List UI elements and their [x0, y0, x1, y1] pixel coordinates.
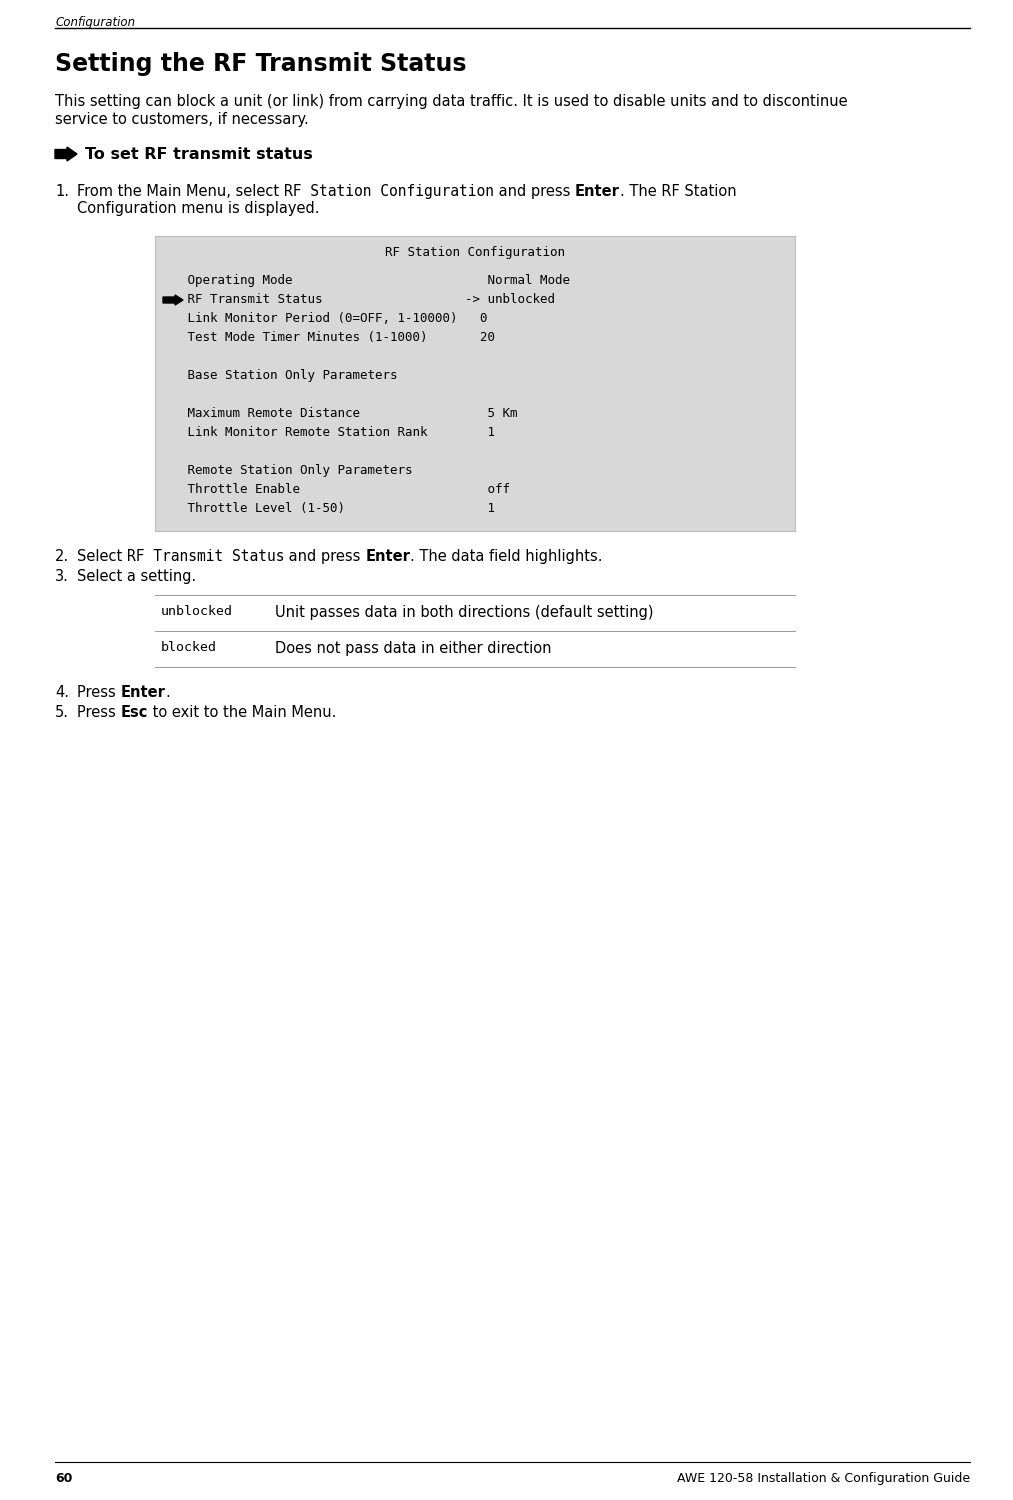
Text: and press: and press	[285, 549, 366, 564]
Text: AWE 120-58 Installation & Configuration Guide: AWE 120-58 Installation & Configuration …	[677, 1472, 970, 1485]
Text: Configuration: Configuration	[55, 16, 135, 28]
Text: 2.: 2.	[55, 549, 69, 564]
Text: Throttle Level (1-50)                   1: Throttle Level (1-50) 1	[165, 503, 495, 515]
FancyArrow shape	[55, 147, 77, 160]
Text: Link Monitor Remote Station Rank        1: Link Monitor Remote Station Rank 1	[165, 426, 495, 439]
Text: Enter: Enter	[574, 184, 620, 200]
Text: 4.: 4.	[55, 686, 69, 700]
Text: 60: 60	[55, 1472, 72, 1485]
Text: 3.: 3.	[55, 568, 69, 584]
Text: Enter: Enter	[366, 549, 410, 564]
Text: Esc: Esc	[121, 705, 148, 720]
Text: Operating Mode                          Normal Mode: Operating Mode Normal Mode	[165, 274, 570, 286]
Text: RF Transmit Status: RF Transmit Status	[127, 549, 285, 564]
Text: .: .	[165, 686, 170, 700]
Text: 1.: 1.	[55, 184, 69, 200]
Text: Remote Station Only Parameters: Remote Station Only Parameters	[165, 464, 412, 477]
Text: Setting the RF Transmit Status: Setting the RF Transmit Status	[55, 53, 467, 76]
Text: RF Station Configuration: RF Station Configuration	[284, 184, 493, 200]
Text: Link Monitor Period (0=OFF, 1-10000)   0: Link Monitor Period (0=OFF, 1-10000) 0	[165, 312, 487, 326]
Text: RF Station Configuration: RF Station Configuration	[385, 246, 565, 259]
Text: Does not pass data in either direction: Does not pass data in either direction	[275, 640, 551, 656]
Text: Select a setting.: Select a setting.	[77, 568, 197, 584]
Text: . The data field highlights.: . The data field highlights.	[410, 549, 603, 564]
Text: Configuration menu is displayed.: Configuration menu is displayed.	[77, 201, 319, 216]
Text: Select: Select	[77, 549, 127, 564]
Bar	[155, 236, 795, 531]
Text: To set RF transmit status: To set RF transmit status	[85, 147, 313, 162]
Text: Press: Press	[77, 686, 121, 700]
Text: This setting can block a unit (or link) from carrying data traffic. It is used t: This setting can block a unit (or link) …	[55, 94, 848, 110]
Text: Base Station Only Parameters: Base Station Only Parameters	[165, 369, 397, 382]
Text: Maximum Remote Distance                 5 Km: Maximum Remote Distance 5 Km	[165, 406, 518, 420]
Text: blocked: blocked	[161, 640, 217, 654]
Text: to exit to the Main Menu.: to exit to the Main Menu.	[148, 705, 336, 720]
Text: Enter: Enter	[121, 686, 165, 700]
Text: service to customers, if necessary.: service to customers, if necessary.	[55, 112, 309, 128]
Text: unblocked: unblocked	[161, 604, 233, 618]
FancyArrow shape	[163, 296, 183, 304]
Text: RF Transmit Status                   -> unblocked: RF Transmit Status -> unblocked	[165, 292, 555, 306]
Text: Test Mode Timer Minutes (1-1000)       20: Test Mode Timer Minutes (1-1000) 20	[165, 332, 495, 344]
Text: 5.: 5.	[55, 705, 69, 720]
Text: Press: Press	[77, 705, 121, 720]
Text: Throttle Enable                         off: Throttle Enable off	[165, 483, 510, 496]
Text: Unit passes data in both directions (default setting): Unit passes data in both directions (def…	[275, 604, 653, 619]
Text: From the Main Menu, select: From the Main Menu, select	[77, 184, 284, 200]
Text: and press: and press	[493, 184, 574, 200]
Text: . The RF Station: . The RF Station	[620, 184, 736, 200]
